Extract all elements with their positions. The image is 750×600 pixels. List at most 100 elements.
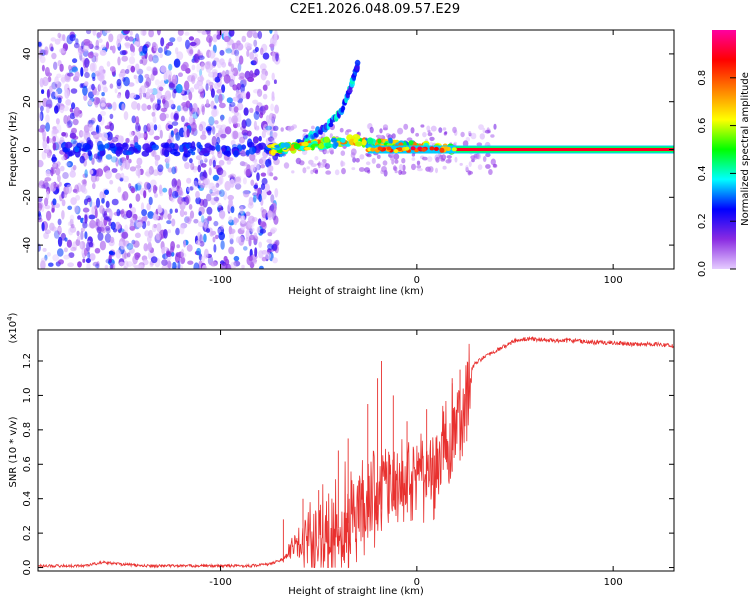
heatmap-cell xyxy=(71,66,79,73)
heatmap-cell xyxy=(109,236,115,244)
heatmap-cell xyxy=(156,30,161,36)
heatmap-cell xyxy=(426,125,431,132)
heatmap-cell xyxy=(176,105,182,112)
heatmap-cell xyxy=(243,246,248,251)
heatmap-cell xyxy=(246,49,250,58)
heatmap-cell xyxy=(147,211,155,219)
y-tick-label: -20 xyxy=(22,189,33,205)
heatmap-cell xyxy=(180,115,185,123)
heatmap-cell xyxy=(63,254,70,260)
heatmap-cell xyxy=(248,255,253,261)
heatmap-cell xyxy=(185,67,191,74)
heatmap-cell xyxy=(171,74,177,84)
heatmap-cell xyxy=(422,131,427,138)
heatmap-cell xyxy=(226,40,231,48)
heatmap-cell xyxy=(404,146,410,151)
heatmap-cell xyxy=(233,106,239,113)
heatmap-cell xyxy=(203,146,211,154)
heatmap-cell xyxy=(46,135,50,144)
heatmap-cell xyxy=(150,73,155,81)
heatmap-cell xyxy=(86,30,92,35)
heatmap-cell xyxy=(70,88,78,94)
heatmap-cell xyxy=(157,207,163,214)
heatmap-cell xyxy=(61,156,66,161)
heatmap-cell xyxy=(218,175,224,185)
heatmap-cell xyxy=(252,136,259,144)
heatmap-cell xyxy=(64,40,68,45)
heatmap-cell xyxy=(41,89,45,94)
heatmap-cell xyxy=(91,157,95,165)
heatmap-cell xyxy=(186,244,193,252)
x-tick-label: 0 xyxy=(414,577,420,588)
heatmap-cell xyxy=(59,47,66,54)
heatmap-cell xyxy=(98,81,103,92)
heatmap-cell xyxy=(136,221,143,228)
heatmap-cell xyxy=(223,190,228,201)
heatmap-cell xyxy=(225,48,233,54)
heatmap-cell xyxy=(211,69,218,75)
heatmap-cell xyxy=(89,219,96,229)
heatmap-cell xyxy=(151,223,157,233)
heatmap-cell xyxy=(186,128,190,138)
heatmap-cell xyxy=(465,165,469,172)
heatmap-cell xyxy=(84,231,88,240)
heatmap-cell xyxy=(161,98,166,104)
heatmap-cell xyxy=(139,85,146,95)
heatmap-cell xyxy=(250,179,255,186)
heatmap-cell xyxy=(216,167,224,176)
heatmap-cell xyxy=(219,102,226,109)
heatmap-cell xyxy=(84,247,88,257)
heatmap-cell xyxy=(247,76,255,82)
heatmap-cell xyxy=(168,63,173,71)
heatmap-cell xyxy=(171,166,177,175)
heatmap-cell xyxy=(176,51,184,61)
colorbar-tick-label: 0.4 xyxy=(697,165,708,181)
heatmap-cell xyxy=(203,155,208,161)
heatmap-cell xyxy=(163,100,170,110)
heatmap-cell xyxy=(45,210,52,221)
heatmap-cell xyxy=(186,216,192,225)
heatmap-cell xyxy=(97,46,102,52)
heatmap-cell xyxy=(261,256,267,262)
heatmap-cell xyxy=(212,159,216,168)
heatmap-cell xyxy=(152,55,159,64)
heatmap-cell xyxy=(96,261,100,269)
x-tick-label: -100 xyxy=(209,577,232,588)
heatmap-cell xyxy=(183,126,188,132)
heatmap-cell xyxy=(245,118,252,127)
heatmap-cell xyxy=(70,224,75,229)
heatmap-cell xyxy=(202,218,208,228)
heatmap-cell xyxy=(211,135,217,146)
heatmap-cell xyxy=(58,181,62,187)
heatmap-cell xyxy=(206,193,212,202)
heatmap-cell xyxy=(132,45,135,53)
y-tick-label: 0 xyxy=(22,146,33,152)
heatmap-cell xyxy=(121,55,128,62)
heatmap-cell xyxy=(341,105,346,111)
heatmap-cell xyxy=(137,131,142,140)
heatmap-cell xyxy=(271,211,277,221)
snr-scale-label: (x104) xyxy=(6,312,19,343)
heatmap-cell xyxy=(51,52,57,60)
heatmap-cell xyxy=(164,50,172,56)
heatmap-cell xyxy=(245,211,251,217)
heatmap-cell xyxy=(109,66,116,72)
heatmap-cell xyxy=(142,44,148,54)
heatmap-cell xyxy=(182,94,188,101)
heatmap-cell xyxy=(253,39,258,47)
heatmap-cell xyxy=(139,59,143,64)
heatmap-cell xyxy=(168,82,175,88)
heatmap-cell xyxy=(45,144,50,153)
heatmap-cell xyxy=(141,209,148,217)
heatmap-cell xyxy=(192,111,199,119)
heatmap-cell xyxy=(233,150,239,158)
heatmap-cell xyxy=(153,124,158,131)
heatmap-cell xyxy=(199,234,203,244)
heatmap-cell xyxy=(188,115,194,125)
heatmap-cell xyxy=(205,228,211,233)
heatmap-cell xyxy=(260,183,266,191)
heatmap-cell xyxy=(82,258,86,263)
heatmap-cell xyxy=(148,165,154,175)
heatmap-cell xyxy=(135,116,140,125)
heatmap-cell xyxy=(143,243,148,252)
